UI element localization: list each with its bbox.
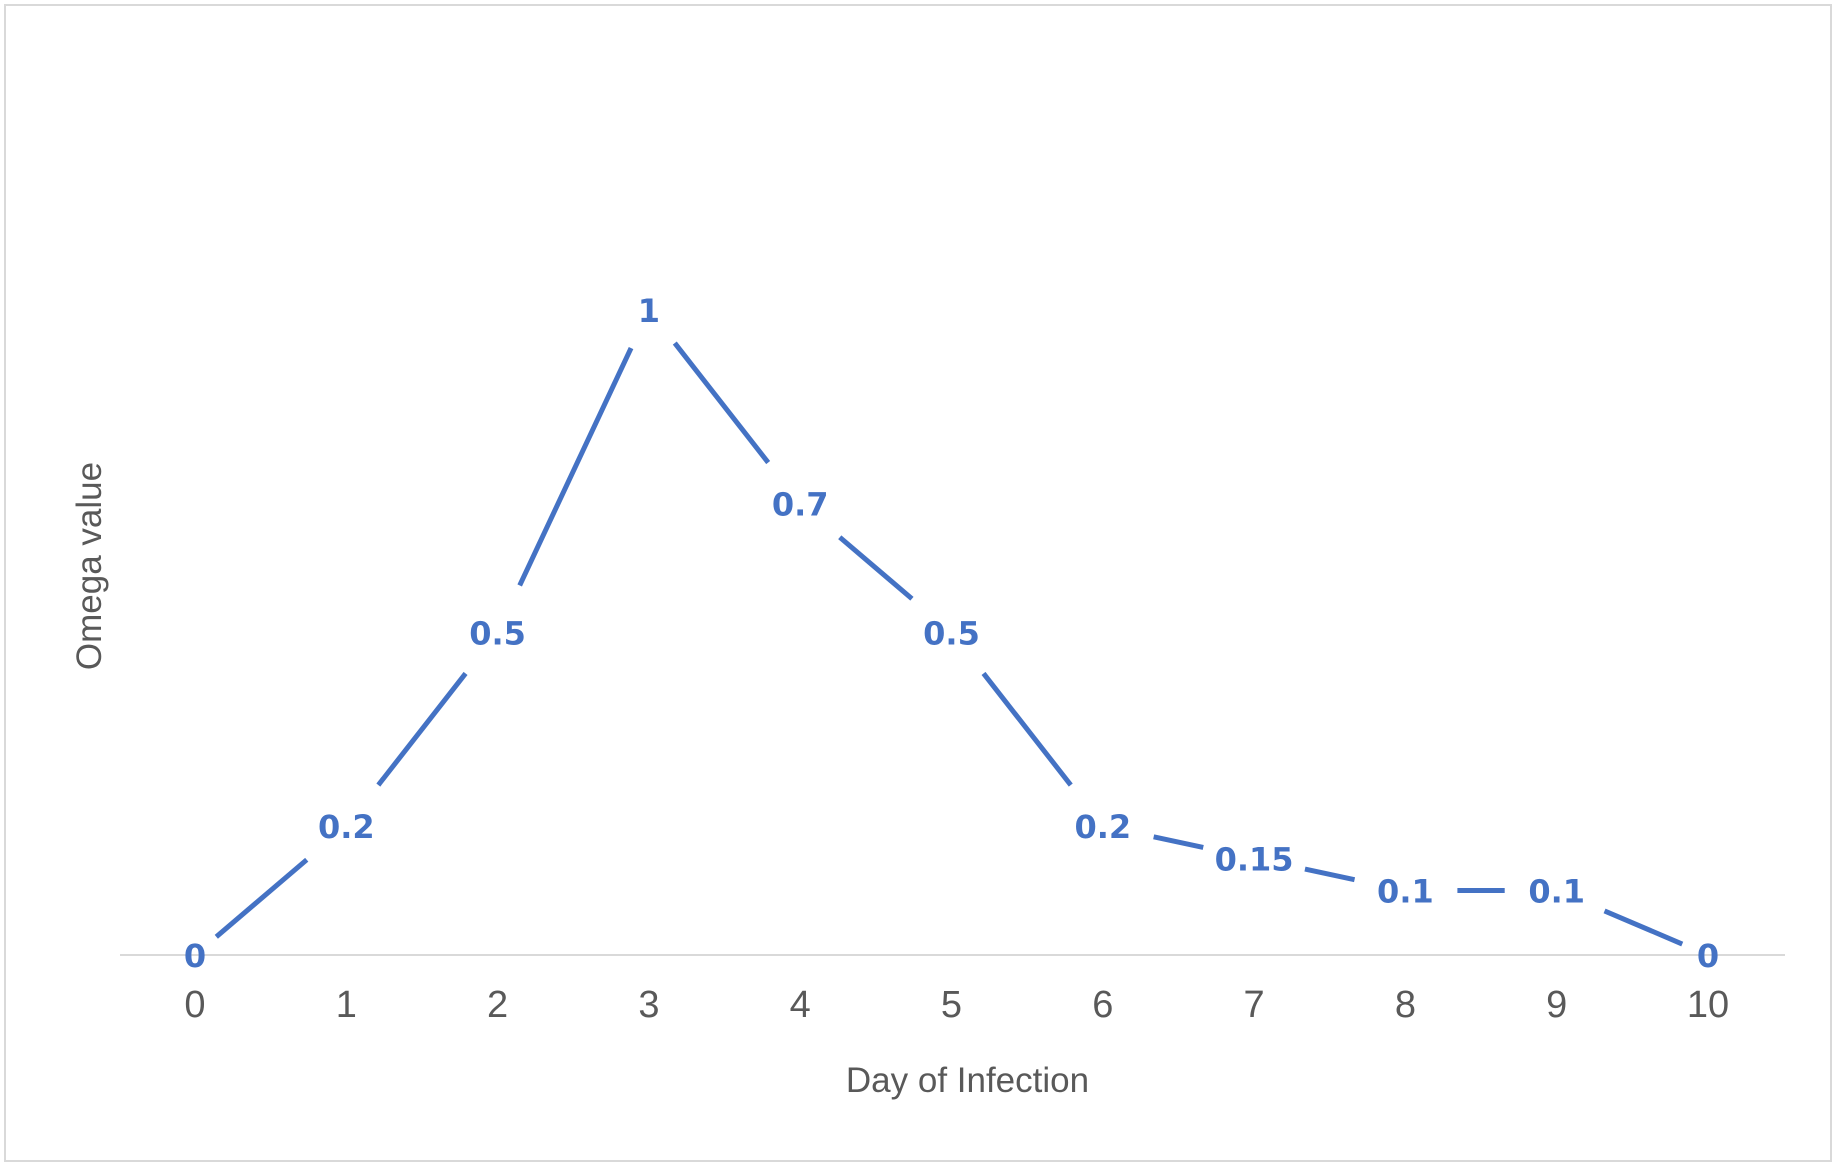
data-label: 0.2 [1074, 808, 1131, 846]
series-line-segment [672, 341, 771, 465]
x-tick-label: 5 [941, 984, 962, 1026]
data-label-group: 0 0.2 0.5 1 0.7 0.5 0.2 0.15 0.1 0.1 0 [184, 292, 1719, 975]
x-tick-label: 6 [1092, 984, 1113, 1026]
chart-frame [4, 4, 1832, 1162]
data-label: 0.2 [318, 808, 375, 846]
data-label: 0.5 [469, 615, 526, 653]
x-tick-label: 7 [1244, 984, 1265, 1026]
data-label: 0.1 [1377, 873, 1434, 911]
series-line-segment [981, 671, 1073, 787]
x-tick-label: 8 [1395, 984, 1416, 1026]
series-line-segment [214, 857, 309, 939]
data-label: 1 [638, 292, 660, 330]
series-line-segment [376, 671, 468, 787]
x-tick-label: 9 [1546, 984, 1567, 1026]
x-tick-label: 4 [790, 984, 811, 1026]
series-line-segment [1304, 866, 1356, 883]
y-axis-title: Omega value [70, 462, 109, 670]
x-tick-label: 10 [1687, 984, 1729, 1026]
series-group [214, 341, 1684, 947]
data-label: 0 [1697, 937, 1719, 975]
x-tick-label: 3 [638, 984, 659, 1026]
data-label: 0.5 [923, 615, 980, 653]
series-line-segment [1153, 834, 1204, 850]
data-label: 0.15 [1215, 840, 1294, 878]
x-tick-label: 1 [336, 984, 357, 1026]
x-tick-label-group: 0 1 2 3 4 5 6 7 8 9 10 [184, 984, 1729, 1026]
data-label: 0 [184, 937, 206, 975]
data-label: 0.1 [1528, 873, 1585, 911]
data-label: 0.7 [772, 486, 829, 524]
x-tick-label: 0 [184, 984, 205, 1026]
x-axis-title: Day of Infection [846, 1061, 1089, 1100]
series-line-segment [517, 346, 634, 587]
series-line-segment [1603, 908, 1684, 947]
series-line-segment [838, 535, 914, 601]
x-tick-label: 2 [487, 984, 508, 1026]
